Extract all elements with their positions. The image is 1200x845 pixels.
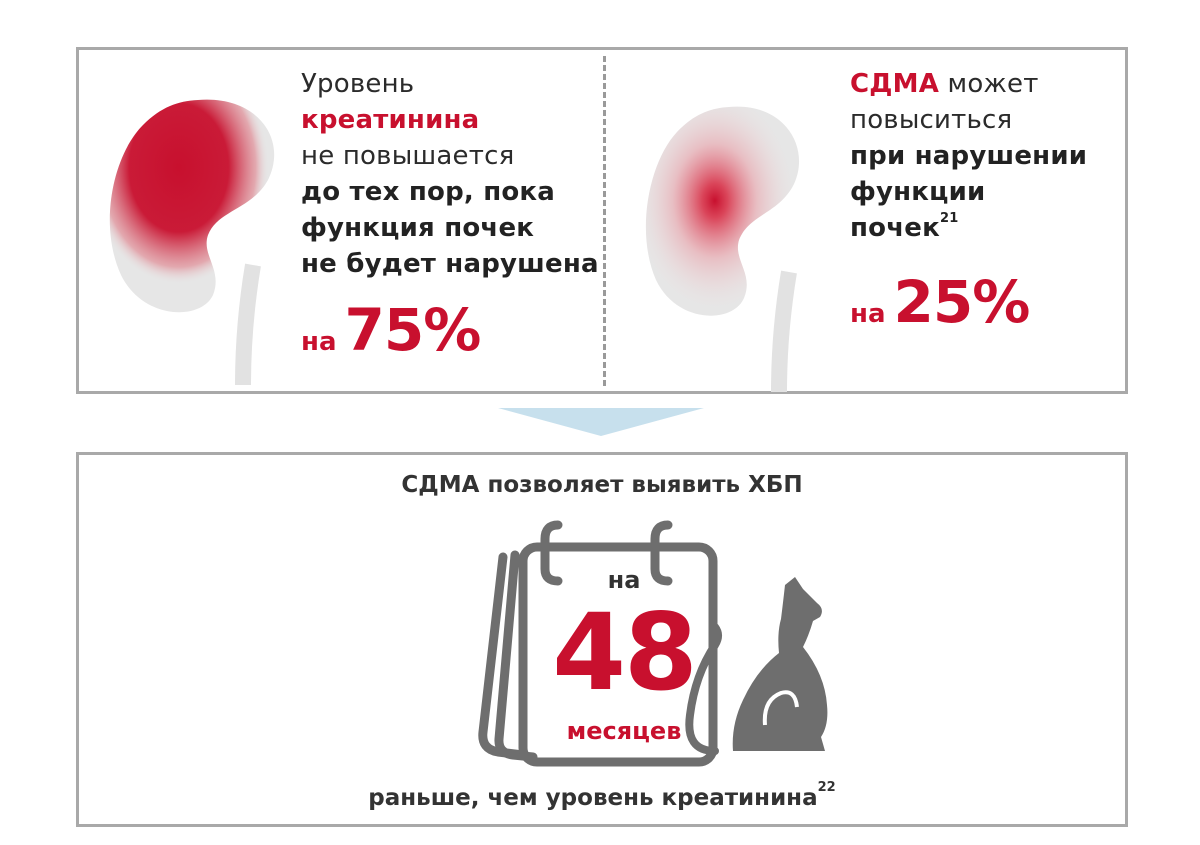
down-arrow-icon [498, 408, 704, 436]
footer-text: раньше, чем уровень креатинина [368, 785, 818, 811]
left-line-6: не будет нарушена [301, 249, 599, 279]
top-comparison-panel: Уровень креатинина не повышается до тех … [76, 47, 1128, 394]
left-line-4: до тех пор, пока [301, 177, 556, 207]
dashed-divider [603, 56, 606, 386]
kidney-icon [109, 99, 275, 385]
sdma-description: СДМА может повыситься при нарушении функ… [850, 66, 1087, 246]
right-line-1: СДМА может [850, 66, 1087, 102]
pct-value: 25% [893, 268, 1031, 336]
footnote-22: 22 [817, 780, 836, 795]
right-line-4: функции [850, 177, 986, 207]
creatinine-percentage: на 75% [301, 296, 482, 364]
calendar-number: 48 [552, 591, 698, 714]
creatinine-highlight: креатинина [301, 105, 480, 135]
right-line-5-text: почек [850, 213, 940, 243]
right-line-2: повыситься [850, 105, 1013, 135]
cat-icon [685, 577, 828, 755]
sdma-highlight: СДМА [850, 69, 940, 99]
summary-footer: раньше, чем уровень креатинина22 [79, 781, 1125, 811]
right-line-1-rest: может [939, 69, 1039, 99]
pct-prefix: на [850, 299, 886, 329]
sdma-percentage: на 25% [850, 268, 1031, 336]
creatinine-description: Уровень креатинина не повышается до тех … [301, 66, 599, 282]
bottom-summary-panel: СДМА позволяет выявить ХБП на 48 месяцев… [76, 452, 1128, 827]
left-line-3: не повышается [301, 141, 515, 171]
kidney-icon [645, 106, 800, 392]
calendar-prefix: на [607, 566, 641, 594]
calendar-unit: месяцев [566, 717, 682, 745]
summary-headline: СДМА позволяет выявить ХБП [401, 472, 803, 498]
right-line-3: при нарушении [850, 141, 1088, 171]
left-line-5: функция почек [301, 213, 535, 243]
footnote-21: 21 [939, 211, 959, 226]
left-line-1: Уровень [301, 69, 415, 99]
pct-prefix: на [301, 327, 337, 357]
pct-value: 75% [344, 296, 482, 364]
right-line-5: почек21 [850, 210, 1087, 246]
